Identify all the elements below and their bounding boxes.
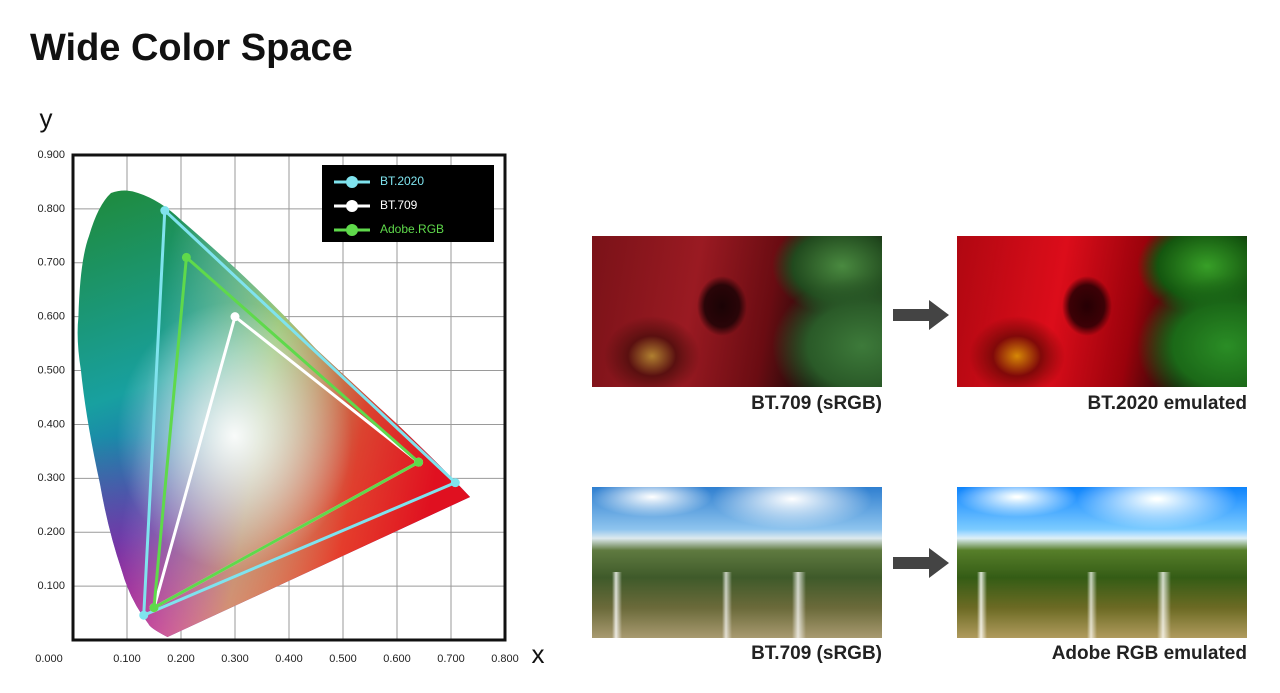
legend-marker bbox=[346, 224, 358, 236]
x-tick-label: 0.000 bbox=[35, 653, 63, 665]
x-tick-label: 0.600 bbox=[383, 653, 411, 665]
y-tick-label: 0.900 bbox=[37, 149, 65, 161]
arrow bbox=[893, 548, 949, 578]
gamut-point bbox=[230, 312, 240, 322]
x-tick-label: 0.200 bbox=[167, 653, 195, 665]
chart: Wide Color Space y x 0.000 0.100 0.200 0.30… bbox=[30, 27, 545, 669]
gamut-point bbox=[450, 478, 460, 488]
y-tick-label: 0.200 bbox=[37, 526, 65, 538]
photo-flower bbox=[592, 236, 882, 387]
legend-label: Adobe.RGB bbox=[380, 222, 444, 236]
x-tick-label: 0.100 bbox=[113, 653, 141, 665]
y-tick-label: 0.500 bbox=[37, 364, 65, 376]
x-tick-label: 0.400 bbox=[275, 653, 303, 665]
caption: BT.709 (sRGB) bbox=[751, 643, 882, 664]
y-tick-label: 0.400 bbox=[37, 418, 65, 430]
photo-landscape bbox=[957, 487, 1247, 638]
y-tick-label: 0.800 bbox=[37, 203, 65, 215]
title: Wide Color Space bbox=[30, 27, 353, 69]
y-axis-label: y bbox=[40, 103, 53, 133]
gamut-triangle bbox=[152, 255, 421, 610]
legend-marker bbox=[346, 176, 358, 188]
x-tick-label: 0.800 bbox=[491, 653, 519, 665]
gamut-triangle bbox=[142, 209, 457, 617]
caption: Adobe RGB emulated bbox=[1051, 643, 1247, 664]
caption: BT.709 (sRGB) bbox=[751, 393, 882, 414]
x-tick-label: 0.700 bbox=[437, 653, 465, 665]
x-axis-label: x bbox=[532, 639, 545, 669]
photo-landscape bbox=[592, 487, 882, 638]
photo-flower bbox=[957, 236, 1247, 387]
gamut-point bbox=[149, 603, 159, 613]
y-tick-label: 0.700 bbox=[37, 257, 65, 269]
x-tick-label: 0.500 bbox=[329, 653, 357, 665]
gamut-point bbox=[414, 457, 424, 467]
arrow bbox=[893, 300, 949, 330]
y-tick-label: 0.300 bbox=[37, 472, 65, 484]
gamut-point bbox=[160, 206, 170, 216]
plot-frame bbox=[71, 153, 507, 642]
gamut-point bbox=[139, 610, 149, 620]
x-tick-label: 0.300 bbox=[221, 653, 249, 665]
gamut-point bbox=[181, 252, 191, 262]
caption: BT.2020 emulated bbox=[1087, 393, 1247, 414]
legend-label: BT.2020 bbox=[380, 174, 424, 188]
y-tick-label: 0.100 bbox=[37, 580, 65, 592]
legend-marker bbox=[346, 200, 358, 212]
spectral-locus bbox=[77, 190, 471, 637]
y-tick-label: 0.600 bbox=[37, 311, 65, 323]
legend-label: BT.709 bbox=[380, 198, 418, 212]
